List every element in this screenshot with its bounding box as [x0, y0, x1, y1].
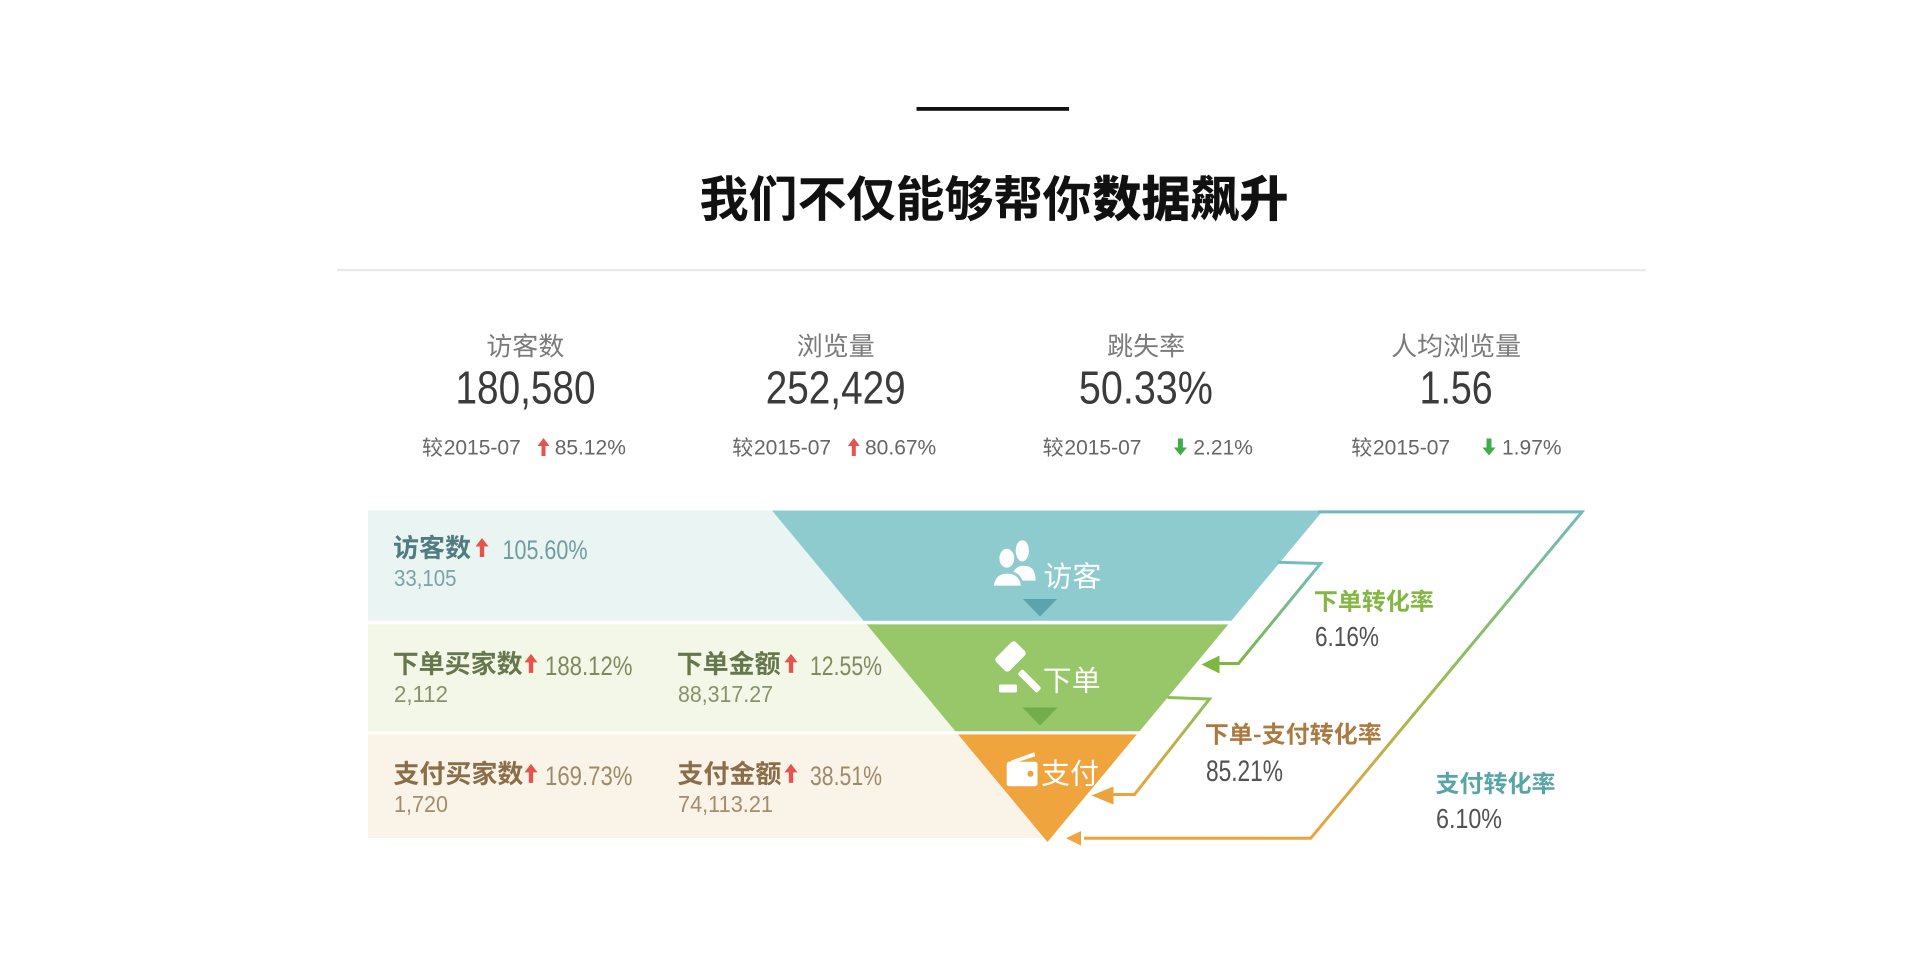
svg-text:1.97%: 1.97%: [1502, 437, 1562, 460]
svg-text:12.55%: 12.55%: [810, 651, 882, 681]
svg-text:50.33%: 50.33%: [1079, 362, 1213, 414]
svg-text:80.67%: 80.67%: [865, 437, 936, 460]
svg-text:85.21%: 85.21%: [1206, 755, 1283, 788]
svg-text:74,113.21: 74,113.21: [678, 791, 773, 817]
svg-text:169.73%: 169.73%: [545, 761, 633, 791]
svg-text:6.16%: 6.16%: [1315, 621, 1379, 652]
svg-text:88,317.27: 88,317.27: [678, 681, 773, 707]
svg-text:2015-07: 2015-07: [1064, 437, 1141, 460]
svg-text:2015-07: 2015-07: [1373, 437, 1450, 460]
svg-text:188.12%: 188.12%: [545, 651, 633, 681]
svg-text:2015-07: 2015-07: [444, 437, 521, 460]
svg-text:2.21%: 2.21%: [1193, 437, 1253, 460]
svg-text:33,105: 33,105: [394, 565, 457, 591]
svg-text:85.12%: 85.12%: [555, 437, 626, 460]
svg-text:105.60%: 105.60%: [503, 535, 588, 565]
svg-text:2,112: 2,112: [394, 681, 448, 707]
svg-text:1,720: 1,720: [394, 791, 448, 817]
svg-text:6.10%: 6.10%: [1436, 803, 1502, 834]
svg-text:2015-07: 2015-07: [754, 437, 831, 460]
svg-text:1.56: 1.56: [1420, 362, 1493, 414]
svg-text:180,580: 180,580: [456, 362, 596, 414]
svg-text:38.51%: 38.51%: [810, 761, 882, 791]
svg-text:252,429: 252,429: [766, 362, 906, 414]
